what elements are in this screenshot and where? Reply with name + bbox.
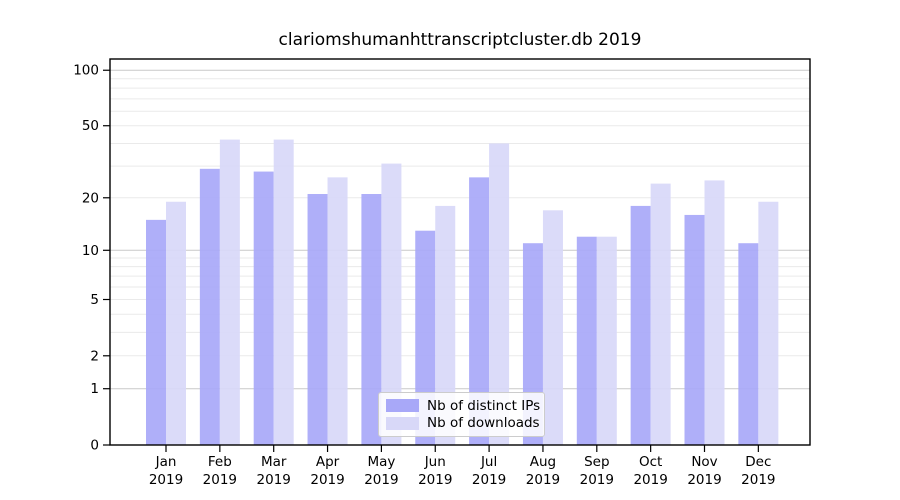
bar-apr-downloads xyxy=(327,177,348,445)
x-tick-label: Feb 2019 xyxy=(203,454,237,488)
bar-jun-downloads xyxy=(435,205,456,445)
plot-frame xyxy=(109,58,811,446)
bar-feb-downloads xyxy=(219,139,240,445)
bar-jul-downloads xyxy=(489,143,510,445)
bar-nov-distinct-ips xyxy=(684,214,705,445)
bar-oct-distinct-ips xyxy=(630,205,651,445)
bar-may-downloads xyxy=(381,163,402,446)
x-tick-label: Nov 2019 xyxy=(687,454,721,488)
chart-title: clariomshumanhttranscriptcluster.db 2019 xyxy=(278,30,642,50)
x-tick-label: May 2019 xyxy=(364,454,398,488)
bar-mar-distinct-ips xyxy=(253,171,274,445)
bar-sep-distinct-ips xyxy=(576,236,597,445)
bar-sep-downloads xyxy=(596,236,617,445)
x-tick-label: Sep 2019 xyxy=(580,454,614,488)
y-tick-label: 0 xyxy=(90,438,99,454)
bar-aug-downloads xyxy=(542,210,563,445)
y-tick-label: 10 xyxy=(82,243,99,259)
x-tick-label: Apr 2019 xyxy=(310,454,344,488)
x-tick-label: Aug 2019 xyxy=(526,454,560,488)
bar-apr-distinct-ips xyxy=(307,194,328,445)
y-tick-label: 2 xyxy=(90,348,99,364)
legend-swatch-downloads xyxy=(386,416,419,430)
bar-oct-downloads xyxy=(650,183,671,446)
bar-jun-distinct-ips xyxy=(415,230,436,445)
x-tick-label: Oct 2019 xyxy=(633,454,667,488)
x-tick-label: Jun 2019 xyxy=(418,454,452,488)
bar-mar-downloads xyxy=(273,139,294,445)
y-tick-label: 20 xyxy=(82,190,99,206)
y-tick-label: 5 xyxy=(90,292,99,308)
bar-jan-downloads xyxy=(166,201,186,445)
bar-jul-distinct-ips xyxy=(469,177,490,445)
x-tick-label: Jan 2019 xyxy=(149,454,183,488)
y-tick-label: 100 xyxy=(73,63,99,79)
legend-label-distinct-ips: Nb of distinct IPs xyxy=(427,397,541,414)
x-tick-label: Mar 2019 xyxy=(257,454,291,488)
bar-may-distinct-ips xyxy=(361,194,382,445)
x-tick-label: Jul 2019 xyxy=(472,454,506,488)
legend-item-distinct-ips: Nb of distinct IPs xyxy=(386,397,541,414)
legend: Nb of distinct IPs Nb of downloads xyxy=(378,392,545,437)
legend-swatch-distinct-ips xyxy=(386,399,419,413)
bar-dec-downloads xyxy=(758,201,779,445)
legend-item-downloads: Nb of downloads xyxy=(386,415,540,432)
bar-jan-distinct-ips xyxy=(146,219,166,445)
bar-nov-downloads xyxy=(704,180,725,445)
bar-dec-distinct-ips xyxy=(738,243,759,445)
bar-feb-distinct-ips xyxy=(199,168,220,445)
y-tick-label: 50 xyxy=(82,118,99,134)
legend-label-downloads: Nb of downloads xyxy=(427,415,540,432)
y-tick-label: 1 xyxy=(90,381,99,397)
x-tick-label: Dec 2019 xyxy=(741,454,775,488)
